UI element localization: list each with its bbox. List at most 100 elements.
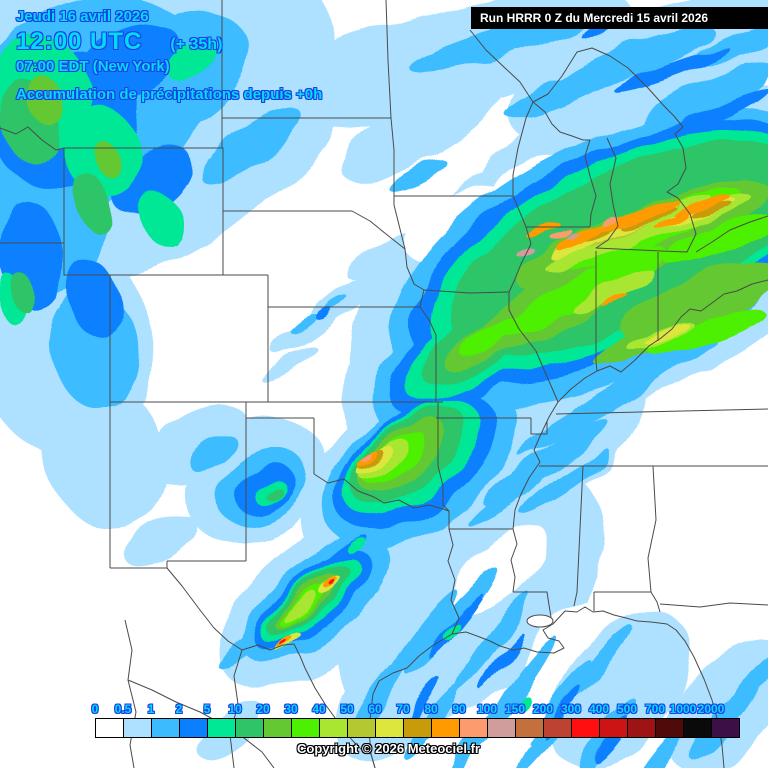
border-missouri-bootheel [530, 418, 548, 435]
border-rio-grande [166, 567, 376, 768]
precip-blob [480, 632, 524, 692]
precip-blob [323, 294, 347, 310]
border-lake-superior-shore [532, 47, 684, 128]
precip-blob [353, 653, 411, 731]
legend-label: 10 [228, 702, 242, 716]
precip-blob [573, 340, 717, 416]
precip-blob [663, 215, 768, 265]
border-iowa-missouri [423, 289, 510, 294]
legend-label: 5 [203, 702, 211, 716]
precip-blob [487, 635, 557, 729]
legend-label: 40 [312, 702, 326, 716]
precip-blob [502, 280, 594, 336]
border-illinois-indiana [595, 251, 598, 372]
precip-blob [339, 80, 501, 180]
legend-cell [543, 718, 572, 738]
precip-blob [10, 272, 34, 312]
border-iowa-illinois-mississippi [508, 226, 532, 293]
precip-blob [724, 649, 768, 715]
legend-label: 300 [560, 702, 582, 716]
border-louisiana-mississippi [513, 591, 552, 618]
legend-cell [95, 718, 124, 738]
precip-blob [601, 217, 619, 227]
border-northdakota-minnesota [385, 0, 392, 119]
valid-date: Jeudi 16 avril 2026 [16, 8, 149, 25]
precip-blob [331, 581, 337, 587]
precip-blob [265, 486, 281, 500]
precip-blob [613, 47, 731, 93]
precip-blob [344, 232, 416, 278]
precip-blob [571, 625, 633, 699]
lakes [526, 614, 554, 628]
border-lake-erie-shore [695, 215, 768, 253]
precip-blob [68, 260, 122, 340]
copyright-label: Copyright © 2026 Meteociel.fr [297, 741, 480, 756]
legend-label: 70 [396, 702, 410, 716]
border-idaho-montana [0, 126, 65, 151]
precip-blob [406, 567, 498, 677]
legend-cell [515, 718, 544, 738]
precip-blob [338, 170, 442, 240]
precip-blob [314, 306, 330, 318]
map-title-block: Jeudi 16 avril 2026 12:00 UTC (+ 35h) 07… [16, 8, 322, 103]
precip-blob [279, 639, 287, 645]
precip-blob [482, 419, 608, 505]
legend-cell [459, 718, 488, 738]
border-mississippi-alabama [573, 465, 584, 607]
legend-cell [403, 718, 432, 738]
border-alabama-georgia [647, 465, 661, 613]
border-mexico-interior-1 [124, 619, 137, 768]
legend-cell [599, 718, 628, 738]
border-kentucky-tennessee [555, 408, 768, 415]
precip-blob [467, 473, 543, 527]
precip-blob [646, 309, 766, 355]
legend-label: 1000 [669, 702, 697, 716]
legend-label: 2000 [697, 702, 725, 716]
legend-label: 50 [340, 702, 354, 716]
legend-cell [291, 718, 320, 738]
precip-blob [556, 225, 604, 251]
border-illinois-missouri-mississippi [508, 292, 559, 403]
precip-blob [602, 293, 628, 307]
precip-blob [139, 192, 185, 248]
legend-cell [487, 718, 516, 738]
legend-cell [235, 718, 264, 738]
precip-blob [124, 514, 196, 566]
legend-cell [207, 718, 236, 738]
legend-cells [95, 718, 755, 738]
precip-blob [528, 224, 562, 240]
valid-time-utc: 12:00 UTC [16, 28, 143, 55]
legend-cell [683, 718, 712, 738]
legend-cell [711, 718, 740, 738]
precip-blob [43, 381, 167, 529]
border-wisconsin-upper-peninsula [532, 101, 590, 141]
precip-blob [567, 233, 579, 241]
border-red-river [313, 473, 450, 512]
legend-label: 200 [532, 702, 554, 716]
legend-label: 80 [424, 702, 438, 716]
border-iowa-wisconsin [512, 195, 527, 228]
legend-label: 20 [256, 702, 270, 716]
legend-label: 30 [284, 702, 298, 716]
precip-blob [188, 433, 236, 471]
precip-blob [643, 322, 689, 344]
precip-blob [262, 346, 318, 384]
legend-cell [179, 718, 208, 738]
legend-label: 60 [368, 702, 382, 716]
border-mexico-interior-3 [229, 649, 243, 768]
border-gulf-coast [368, 606, 725, 768]
border-michigan-lower-peninsula [595, 126, 697, 253]
legend-cell [123, 718, 152, 738]
precip-blob [518, 249, 536, 259]
precip-blob [691, 201, 733, 219]
legend-labels: 0 0.5 1 2 5 10 20 30 40 50 60 70 80 90 100 150 200 300 400… [92, 702, 755, 717]
precip-blob [389, 160, 447, 192]
legend-label: 500 [616, 702, 638, 716]
legend-label: 1 [147, 702, 155, 716]
border-nebraska-iowa-missouri-river [404, 248, 425, 308]
precip-blob [72, 171, 112, 233]
